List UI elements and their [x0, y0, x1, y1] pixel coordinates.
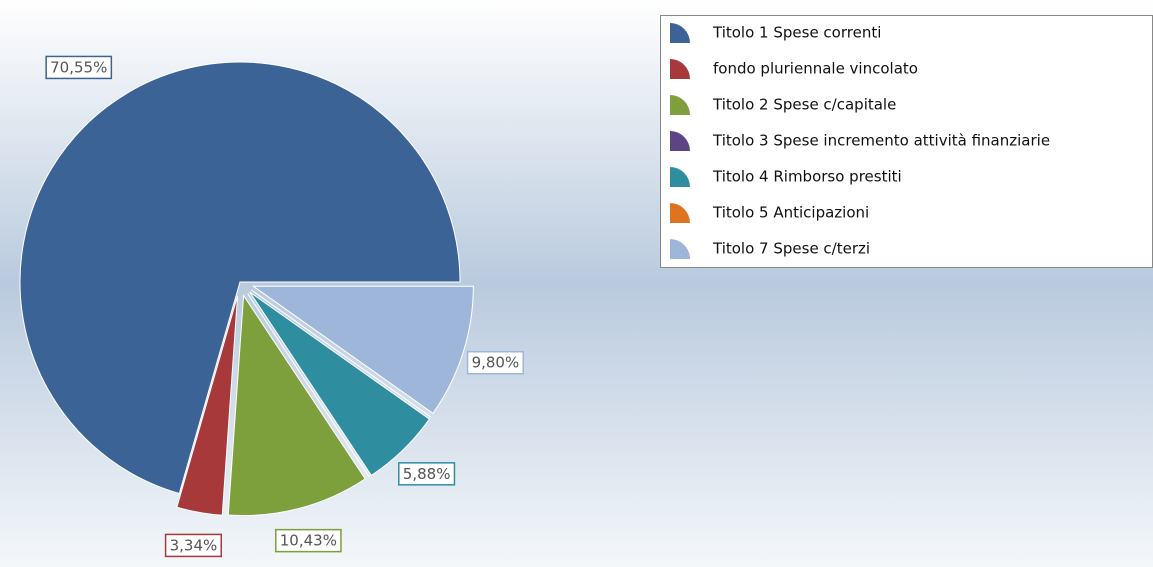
legend-label: Titolo 5 Anticipazioni: [712, 204, 869, 222]
pie-slice: [251, 289, 432, 418]
legend-label: Titolo 7 Spese c/terzi: [712, 240, 870, 258]
legend-marker: [670, 239, 690, 259]
pie-slice: [249, 291, 431, 477]
value-label: 9,80%: [472, 354, 520, 372]
pie-slice: [227, 294, 366, 517]
legend-marker: [670, 203, 690, 223]
legend-marker: [670, 131, 690, 151]
value-label: 70,55%: [50, 58, 107, 76]
value-label-box: [45, 55, 113, 80]
legend-label: Titolo 1 Spese correnti: [712, 24, 881, 42]
legend-box: [660, 15, 1153, 268]
value-label: 3,34%: [170, 536, 218, 554]
value-label-box: [164, 533, 223, 558]
legend-label: Titolo 3 Spese incremento attività finan…: [712, 132, 1050, 150]
legend-label: Titolo 2 Spese c/capitale: [712, 96, 896, 114]
pie-slice: [176, 295, 239, 516]
value-label-box: [466, 350, 524, 375]
pie-slice: [247, 293, 370, 478]
legend-marker: [670, 95, 690, 115]
legend-marker: [670, 23, 690, 43]
legend-marker: [670, 167, 690, 187]
value-label: 10,43%: [280, 532, 337, 550]
legend-marker: [670, 59, 690, 79]
pie-slice: [19, 61, 461, 495]
legend-label: fondo pluriennale vincolato: [713, 60, 918, 78]
value-label: 5,88%: [403, 465, 451, 483]
legend-label: Titolo 4 Rimborso prestiti: [712, 168, 902, 186]
value-label-box: [275, 528, 342, 553]
value-label-box: [398, 462, 456, 486]
pie-slice: [251, 285, 474, 415]
